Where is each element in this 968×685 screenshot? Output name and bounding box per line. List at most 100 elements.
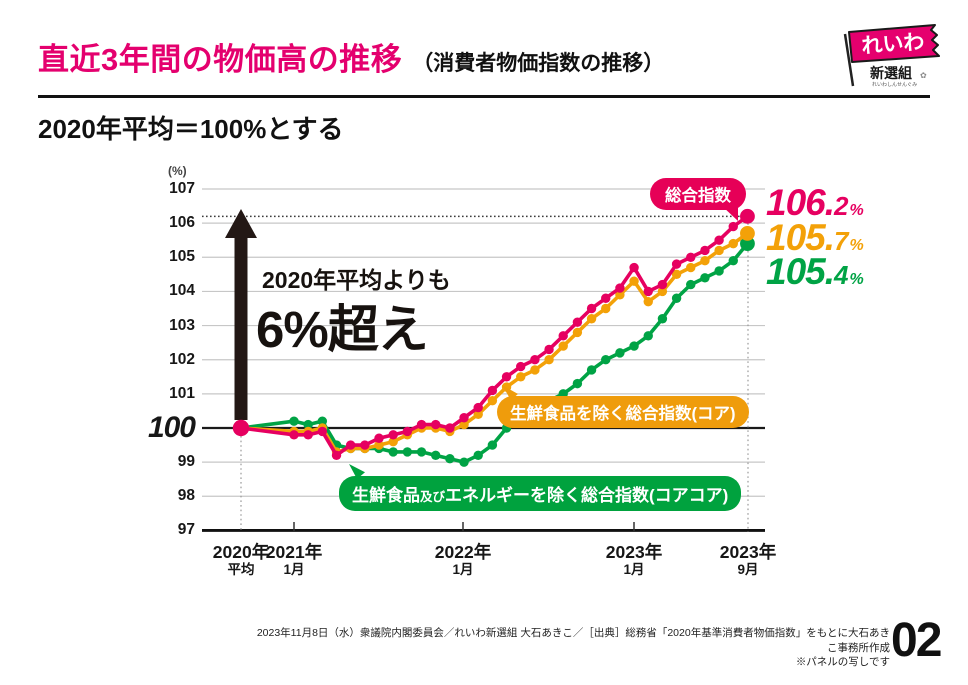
data-point <box>572 327 583 338</box>
data-point <box>615 348 625 358</box>
y-axis-tick-label: 98 <box>177 487 195 505</box>
data-point <box>360 440 370 450</box>
data-point <box>487 440 498 450</box>
data-point <box>657 279 668 290</box>
data-point <box>586 365 597 375</box>
data-point <box>317 416 328 426</box>
data-point <box>487 385 498 396</box>
data-point <box>629 262 639 273</box>
data-point <box>473 402 483 413</box>
data-point <box>459 413 469 423</box>
data-point <box>740 208 755 224</box>
data-point <box>572 378 583 389</box>
data-point <box>615 290 625 300</box>
legend-badge-core-core-part1: 生鮮食品 <box>352 486 420 505</box>
data-point <box>530 365 540 375</box>
footer-source-line: 2023年11月8日（水）衆議院内閣委員会／れいわ新選組 大石あきこ／［出典］総… <box>256 627 890 654</box>
data-point <box>544 344 554 355</box>
y-axis-tick-label: 107 <box>169 179 195 197</box>
y-axis-tick-label: 99 <box>177 453 195 471</box>
data-point <box>558 331 568 341</box>
data-point <box>686 252 696 262</box>
data-point <box>728 255 738 266</box>
x-axis-label: 2023年 1月 <box>605 542 663 578</box>
x-axis-label: 2021年 1月 <box>265 542 323 578</box>
data-point <box>317 426 328 437</box>
data-point <box>671 293 682 303</box>
data-point <box>303 419 313 430</box>
data-point <box>714 245 724 256</box>
data-point <box>615 283 625 293</box>
data-point <box>388 430 398 440</box>
data-point <box>501 372 512 382</box>
footer-credits: 2023年11月8日（水）衆議院内閣委員会／れいわ新選組 大石あきこ／［出典］総… <box>250 626 890 670</box>
y-axis-tick-label: 104 <box>169 282 195 300</box>
reiwa-shinsengumi-logo: れいわ 新選組 ✿ れいわしんせんぐみ <box>834 20 956 90</box>
data-point <box>643 296 653 307</box>
y-axis-tick-label: 106 <box>169 214 195 232</box>
up-arrow-icon <box>225 209 257 420</box>
data-point <box>671 259 682 269</box>
data-point <box>530 355 540 365</box>
legend-badge-core-core-small: 及び <box>420 490 446 504</box>
page-title-main: 直近3年間の物価高の推移 <box>38 42 403 77</box>
legend-badge-core-core-part2: エネルギーを除く総合指数(コアコア) <box>445 486 729 505</box>
data-point <box>416 447 427 457</box>
data-point <box>700 273 710 283</box>
data-point <box>728 238 738 249</box>
data-point <box>431 450 441 461</box>
data-point <box>700 245 710 256</box>
chart-subtitle: 2020年平均＝100%とする <box>38 114 344 144</box>
flag-logo-icon: れいわ 新選組 ✿ れいわしんせんぐみ <box>843 24 940 88</box>
data-point <box>402 426 413 437</box>
data-point <box>374 433 384 443</box>
logo-crest-icon: ✿ <box>920 71 927 80</box>
y-axis-tick-label: 100 <box>147 411 196 444</box>
legend-badge-core-label: 生鮮食品を除く総合指数(コア) <box>510 405 736 423</box>
data-point <box>643 331 653 341</box>
data-point <box>388 447 398 457</box>
data-point <box>671 269 682 280</box>
data-point <box>714 235 724 245</box>
data-point <box>459 457 469 467</box>
data-point <box>445 423 455 433</box>
data-point <box>289 416 299 426</box>
title-divider <box>38 95 930 98</box>
data-point <box>445 454 455 464</box>
data-point <box>303 430 313 440</box>
data-point <box>657 286 668 297</box>
data-point <box>714 266 724 276</box>
y-axis-tick-label: 97 <box>177 521 195 539</box>
data-point <box>516 372 526 382</box>
y-axis-tick-label: 101 <box>169 384 195 402</box>
data-point <box>572 317 583 327</box>
data-point <box>416 419 427 430</box>
data-point <box>629 341 639 351</box>
series-value-label: 106.2% <box>766 182 864 223</box>
data-point <box>345 440 356 450</box>
legend-badge-core-core: 生鮮食品及びエネルギーを除く総合指数(コアコア) <box>339 464 742 511</box>
legend-badge-total-index-label: 総合指数 <box>665 187 731 205</box>
data-point <box>601 303 611 314</box>
data-point <box>601 355 611 365</box>
data-point <box>700 255 710 266</box>
page-title: 直近3年間の物価高の推移 （消費者物価指数の推移） <box>38 34 664 79</box>
data-point <box>601 293 611 303</box>
page-number: 02 <box>891 614 942 667</box>
y-axis-tick-label: 103 <box>169 316 195 334</box>
data-point <box>473 450 483 461</box>
baseline-start-point <box>232 419 250 437</box>
legend-badge-core: 生鮮食品を除く総合指数(コア) <box>497 385 749 428</box>
x-axis-label: 2022年 1月 <box>434 542 492 578</box>
data-point <box>657 314 668 324</box>
series-value-label: 105.4% <box>766 251 864 292</box>
data-point <box>402 447 413 457</box>
data-point <box>516 361 526 372</box>
data-point <box>728 221 738 232</box>
data-point <box>629 276 639 286</box>
page-title-sub: （消費者物価指数の推移） <box>412 52 665 75</box>
data-point <box>558 341 568 351</box>
legend-badge-total-index: 総合指数 <box>650 178 746 221</box>
